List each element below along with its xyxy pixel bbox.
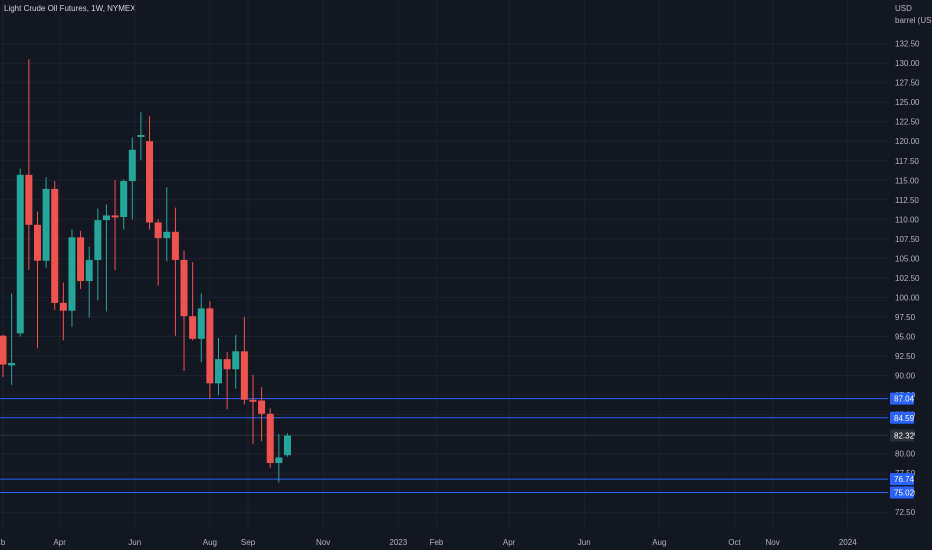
candle-body-up[interactable] (120, 181, 128, 217)
price-tick-label: 112.50 (895, 196, 919, 205)
price-tick-label: 127.50 (895, 79, 920, 88)
time-tick-label: Jun (578, 538, 591, 547)
candle-body-up[interactable] (102, 215, 110, 221)
price-tick-label: 107.50 (895, 235, 920, 244)
level-price-tag (890, 473, 914, 486)
candle-body-down[interactable] (0, 335, 7, 365)
candle-body-up[interactable] (85, 259, 93, 282)
price-tick-label: 95.00 (895, 332, 916, 341)
candle-body-down[interactable] (51, 188, 59, 303)
time-tick-label: Aug (652, 538, 666, 547)
candle-body-down[interactable] (77, 237, 85, 282)
price-tick-label: 115.00 (895, 176, 919, 185)
price-unit: barrel (US) (895, 16, 932, 25)
candle-body-up[interactable] (232, 351, 240, 370)
price-tick-label: 100.00 (895, 293, 920, 302)
candle-body-up[interactable] (163, 231, 171, 239)
candle-body-down[interactable] (154, 222, 162, 239)
candle-body-up[interactable] (137, 134, 145, 137)
candle-body-down[interactable] (223, 359, 231, 370)
candle-body-down[interactable] (33, 224, 41, 261)
time-tick-label: Aug (203, 538, 217, 547)
candle-body-up[interactable] (215, 359, 222, 384)
price-tag-label: 84.59 (894, 414, 915, 423)
candle-body-up[interactable] (283, 435, 291, 456)
candle-body-down[interactable] (249, 399, 257, 402)
candle-body-down[interactable] (189, 316, 197, 339)
price-tick-label: 102.50 (895, 274, 920, 283)
candle-body-down[interactable] (206, 308, 214, 384)
candle-body-up[interactable] (68, 237, 76, 311)
level-price-tag (890, 411, 914, 424)
price-tag-label: 75.02 (894, 489, 915, 498)
candle-body-down[interactable] (59, 302, 67, 311)
chart-title: Light Crude Oil Futures, 1W, NYMEX (4, 4, 136, 13)
candle-body-up[interactable] (275, 457, 283, 463)
candle-body-down[interactable] (171, 231, 179, 260)
time-tick-label: b (1, 538, 6, 547)
time-tick-label: Nov (316, 538, 330, 547)
price-tick-label: 132.50 (895, 40, 920, 49)
candle-body-up[interactable] (128, 149, 136, 182)
candle-body-up[interactable] (42, 188, 50, 261)
candle-body-down[interactable] (146, 141, 154, 223)
price-tick-label: 120.00 (895, 137, 920, 146)
level-price-tag (890, 392, 914, 405)
price-tag-label: 82.32 (894, 432, 915, 441)
price-tick-label: 92.50 (895, 352, 916, 361)
price-tick-label: 105.00 (895, 254, 920, 263)
level-price-tag (890, 486, 914, 499)
last-price-tag (890, 429, 914, 442)
price-tag-label: 87.04 (894, 395, 915, 404)
candle-body-down[interactable] (180, 259, 188, 317)
price-tick-label: 122.50 (895, 118, 920, 127)
price-tick-label: 80.00 (895, 450, 916, 459)
time-tick-label: Feb (430, 538, 444, 547)
time-tick-label: Jun (128, 538, 141, 547)
candle-body-up[interactable] (16, 174, 24, 334)
price-tick-label: 117.50 (895, 157, 919, 166)
time-tick-label: Apr (503, 538, 516, 547)
price-currency: USD (895, 4, 912, 13)
candle-body-down[interactable] (240, 351, 248, 400)
time-tick-label: Apr (53, 538, 66, 547)
time-tick-label: Nov (766, 538, 780, 547)
price-tick-label: 97.50 (895, 313, 916, 322)
time-tick-label: Oct (728, 538, 741, 547)
candle-body-up[interactable] (94, 220, 102, 260)
candle-body-down[interactable] (25, 174, 33, 225)
price-tick-label: 90.00 (895, 372, 916, 381)
candle-body-down[interactable] (258, 400, 266, 414)
time-tick-label: Sep (241, 538, 256, 547)
time-tick-label: 2024 (839, 538, 857, 547)
price-tag-label: 76.74 (894, 475, 915, 484)
price-tick-label: 110.00 (895, 215, 919, 224)
time-tick-label: 2023 (389, 538, 407, 547)
price-tick-label: 130.00 (895, 59, 920, 68)
candle-body-up[interactable] (8, 363, 16, 366)
price-tick-label: 125.00 (895, 98, 920, 107)
candle-body-down[interactable] (266, 413, 274, 463)
price-tick-label: 72.50 (895, 508, 916, 517)
candle-body-down[interactable] (111, 215, 119, 218)
candle-body-up[interactable] (197, 308, 205, 339)
